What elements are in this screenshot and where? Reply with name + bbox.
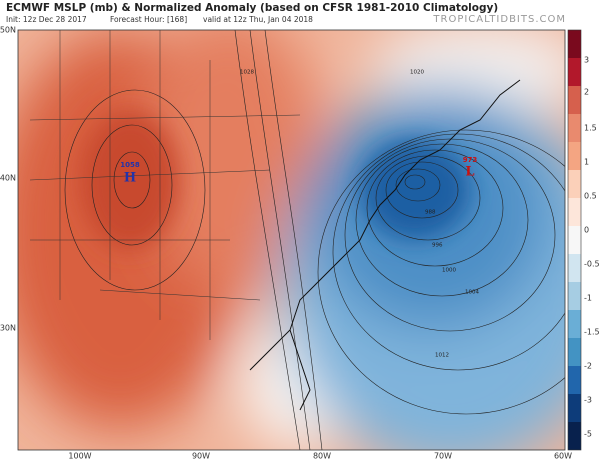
- map: 1058 H 973 L 1020 1028 988 996 1000 1004…: [18, 30, 565, 450]
- isobar-label: 1000: [442, 268, 456, 274]
- colorbar-label: 3: [584, 56, 589, 65]
- isobar-label: 1004: [465, 290, 479, 296]
- colorbar-label: -0.5: [584, 260, 600, 269]
- colorbar-label: -3: [584, 396, 592, 405]
- watermark: TROPICALTIDBITS.COM: [432, 14, 566, 25]
- colorbar-label: -1.5: [584, 328, 600, 337]
- isobar-label: 988: [425, 210, 436, 216]
- colorbar-label: 0.5: [584, 192, 597, 201]
- isobar-label: 1028: [240, 70, 254, 76]
- colorbar-label: -2: [584, 362, 592, 371]
- isobar-label: 996: [432, 243, 443, 249]
- colorbar-label: 1.5: [584, 124, 597, 133]
- high-letter: H: [124, 171, 136, 186]
- lat-label: 40N: [0, 174, 16, 183]
- lon-label: 70W: [434, 452, 452, 461]
- high-pressure: 1058: [120, 161, 140, 169]
- isobar-label: 1012: [435, 353, 449, 359]
- title: ECMWF MSLP (mb) & Normalized Anomaly (ba…: [6, 2, 498, 14]
- low-letter: L: [465, 165, 474, 180]
- lat-label: 50N: [0, 26, 16, 35]
- colorbar: [567, 29, 582, 451]
- isobars: [64, 30, 565, 450]
- valid-time: valid at 12z Thu, Jan 04 2018: [203, 15, 313, 24]
- forecast-hour: Forecast Hour: [168]: [110, 15, 187, 24]
- map-frame: [17, 29, 566, 451]
- lon-label: 100W: [68, 452, 91, 461]
- colorbar-label: -5: [584, 430, 592, 439]
- lon-label: 60W: [554, 452, 572, 461]
- colorbar-label: -1: [584, 294, 592, 303]
- colorbar-label: 1: [584, 158, 589, 167]
- lon-label: 80W: [313, 452, 331, 461]
- init: Init: 12z Dec 28 2017: [6, 15, 87, 24]
- low-pressure: 973: [463, 156, 478, 164]
- isobar-label: 1020: [410, 70, 424, 76]
- lat-label: 30N: [0, 324, 16, 333]
- lon-label: 90W: [192, 452, 210, 461]
- colorbar-label: 2: [584, 88, 589, 97]
- colorbar-label: 0: [584, 226, 589, 235]
